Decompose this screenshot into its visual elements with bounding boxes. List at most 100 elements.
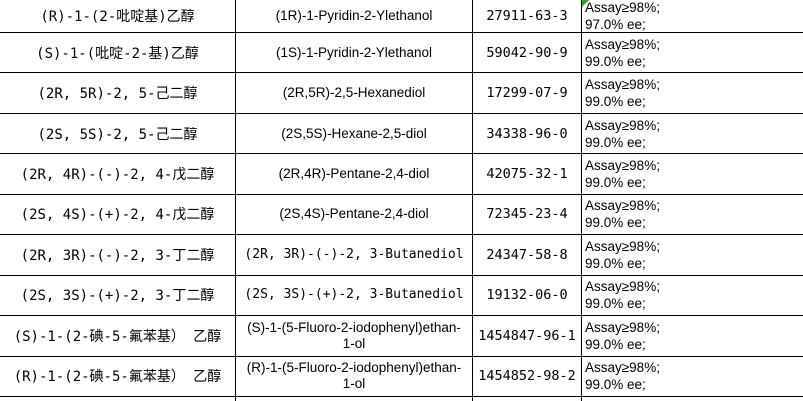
chinese-name-cell[interactable]: (R)-1-(2-吡啶基)乙醇	[0, 0, 236, 32]
table-row: (S)-1-(2-碘-5-氟苯基） 乙醇 (S)-1-(5-Fluoro-2-i…	[0, 316, 803, 357]
assay-spec-cell[interactable]: Assay≥98%; 99.0% ee;	[582, 114, 803, 153]
partial-next-row	[0, 396, 803, 401]
ee-line: 99.0% ee;	[585, 336, 646, 352]
assay-spec: Assay≥98%; 99.0% ee;	[582, 157, 660, 191]
assay-spec-cell[interactable]: Assay≥98%; 97.0% ee;	[582, 0, 803, 32]
chinese-name-cell[interactable]: (2R, 3R)-(-)-2, 3-丁二醇	[0, 235, 236, 275]
assay-spec: Assay≥98%; 99.0% ee;	[582, 76, 660, 110]
assay-spec: Assay≥98%; 99.0% ee;	[582, 238, 660, 272]
assay-spec: Assay≥98%; 99.0% ee;	[582, 278, 660, 312]
english-name-cell[interactable]: (2S, 3S)-(+)-2, 3-Butanediol	[236, 275, 473, 316]
english-name: (S)-1-(5-Fluoro-2-iodophenyl)ethan-1-ol	[247, 319, 461, 351]
english-name: (1R)-1-Pyridin-2-Ylethanol	[275, 8, 433, 23]
cas-number-cell[interactable]: 24347-58-8	[473, 235, 582, 275]
cas-number-cell[interactable]: 1454852-98-2	[473, 356, 582, 396]
assay-line: Assay≥98%;	[585, 36, 660, 52]
cas-number-cell[interactable]: 59042-90-9	[473, 33, 582, 73]
english-name-cell[interactable]: (R)-1-(5-Fluoro-2-iodophenyl)ethan-1-ol	[236, 356, 473, 396]
error-indicator-icon	[582, 0, 589, 7]
english-name-cell[interactable]: (2R,5R)-2,5-Hexanediol	[236, 73, 473, 113]
assay-spec-cell[interactable]: Assay≥98%; 99.0% ee;	[582, 235, 803, 274]
assay-line: Assay≥98%;	[585, 198, 660, 214]
chinese-name-cell[interactable]	[0, 396, 236, 401]
english-name-cell[interactable]: (2R, 3R)-(-)-2, 3-Butanediol	[236, 235, 473, 275]
cas-number: 34338-96-0	[486, 125, 568, 142]
ee-line: 99.0% ee;	[585, 215, 646, 231]
assay-spec: Assay≥98%; 97.0% ee;	[582, 0, 660, 32]
cas-number-cell[interactable]: 19132-06-0	[473, 275, 582, 316]
chinese-name: (2R, 5R)-2, 5-己二醇	[37, 86, 198, 103]
chinese-name-cell[interactable]: (2S, 4S)-(+)-2, 4-戊二醇	[0, 194, 236, 235]
cas-number-cell[interactable]: 72345-23-4	[473, 194, 582, 235]
english-name: (2S,5S)-Hexane-2,5-diol	[281, 125, 427, 141]
cas-number-cell[interactable]: 17299-07-9	[473, 73, 582, 113]
english-name-cell[interactable]: (2S,5S)-Hexane-2,5-diol	[236, 113, 473, 154]
cas-number: 1454852-98-2	[478, 368, 576, 385]
assay-spec-cell[interactable]	[582, 397, 803, 401]
assay-spec-cell[interactable]: Assay≥98%; 99.0% ee;	[582, 195, 803, 234]
chinese-name: (S)-1-(吡啶-2-基)乙醇	[36, 45, 199, 62]
cas-number-cell[interactable]	[473, 396, 582, 401]
assay-line: Assay≥98%;	[585, 360, 660, 376]
chinese-name: (2S, 4S)-(+)-2, 4-戊二醇	[20, 207, 215, 224]
table-row: (2S, 3S)-(+)-2, 3-丁二醇 (2S, 3S)-(+)-2, 3-…	[0, 275, 803, 317]
cas-number: 72345-23-4	[486, 206, 568, 223]
cas-number-cell[interactable]: 1454847-96-1	[473, 316, 582, 356]
english-name-cell[interactable]: (1S)-1-Pyridin-2-Ylethanol	[236, 33, 473, 73]
english-name-cell[interactable]	[236, 396, 473, 401]
assay-spec-cell[interactable]: Assay≥98%; 99.0% ee;	[582, 73, 803, 112]
assay-line: Assay≥98%;	[585, 158, 660, 174]
cas-number: 17299-07-9	[486, 85, 568, 102]
table-row: (R)-1-(2-碘-5-氟苯基） 乙醇 (R)-1-(5-Fluoro-2-i…	[0, 356, 803, 397]
assay-line: Assay≥98%;	[585, 0, 660, 15]
english-name: (2R,5R)-2,5-Hexanediol	[282, 85, 426, 101]
english-name-cell[interactable]: (2S,4S)-Pentane-2,4-diol	[236, 194, 473, 235]
cas-number-cell[interactable]: 42075-32-1	[473, 154, 582, 194]
english-name: (2S, 3S)-(+)-2, 3-Butanediol	[244, 287, 464, 303]
chinese-name-cell[interactable]: (S)-1-(吡啶-2-基)乙醇	[0, 33, 236, 73]
ee-line: 99.0% ee;	[585, 377, 646, 393]
english-name-cell[interactable]: (1R)-1-Pyridin-2-Ylethanol	[236, 0, 473, 32]
table-row: (2R, 5R)-2, 5-己二醇 (2R,5R)-2,5-Hexanediol…	[0, 73, 803, 114]
ee-line: 99.0% ee;	[585, 134, 646, 150]
chinese-name-cell[interactable]: (S)-1-(2-碘-5-氟苯基） 乙醇	[0, 316, 236, 356]
assay-spec-cell[interactable]: Assay≥98%; 99.0% ee;	[582, 316, 803, 355]
table-row: (2R, 3R)-(-)-2, 3-丁二醇 (2R, 3R)-(-)-2, 3-…	[0, 235, 803, 276]
assay-spec-cell[interactable]: Assay≥98%; 99.0% ee;	[582, 276, 803, 315]
ee-line: 97.0% ee;	[585, 17, 646, 32]
chinese-name: (2S, 5S)-2, 5-己二醇	[37, 126, 198, 143]
assay-spec: Assay≥98%; 99.0% ee;	[582, 117, 660, 151]
table-row: (S)-1-(吡啶-2-基)乙醇 (1S)-1-Pyridin-2-Yletha…	[0, 33, 803, 74]
cas-number: 42075-32-1	[486, 166, 568, 183]
cas-number: 1454847-96-1	[478, 327, 576, 344]
cas-number: 24347-58-8	[486, 246, 568, 263]
assay-line: Assay≥98%;	[585, 77, 660, 93]
cas-number-cell[interactable]: 27911-63-3	[473, 0, 582, 32]
cas-number: 27911-63-3	[486, 8, 568, 24]
chinese-name-cell[interactable]: (2S, 5S)-2, 5-己二醇	[0, 113, 236, 154]
cas-number-cell[interactable]: 34338-96-0	[473, 113, 582, 154]
chinese-name-cell[interactable]: (2R, 4R)-(-)-2, 4-戊二醇	[0, 154, 236, 194]
assay-spec-cell[interactable]: Assay≥98%; 99.0% ee;	[582, 357, 803, 396]
ee-line: 99.0% ee;	[585, 94, 646, 110]
chinese-name: (R)-1-(2-碘-5-氟苯基） 乙醇	[13, 369, 222, 386]
table-row: (2R, 4R)-(-)-2, 4-戊二醇 (2R,4R)-Pentane-2,…	[0, 154, 803, 195]
ee-line: 99.0% ee;	[585, 175, 646, 191]
english-name-cell[interactable]: (2R,4R)-Pentane-2,4-diol	[236, 154, 473, 194]
chinese-name-cell[interactable]: (R)-1-(2-碘-5-氟苯基） 乙醇	[0, 356, 236, 396]
chinese-name-cell[interactable]: (2R, 5R)-2, 5-己二醇	[0, 73, 236, 113]
english-name: (R)-1-(5-Fluoro-2-iodophenyl)ethan-1-ol	[246, 360, 462, 392]
chinese-name: (2R, 3R)-(-)-2, 3-丁二醇	[20, 247, 215, 264]
english-name: (2R,4R)-Pentane-2,4-diol	[278, 166, 430, 182]
assay-spec-cell[interactable]: Assay≥98%; 99.0% ee;	[582, 33, 803, 72]
chinese-name-cell[interactable]: (2S, 3S)-(+)-2, 3-丁二醇	[0, 275, 236, 316]
chinese-name: (R)-1-(2-吡啶基)乙醇	[40, 9, 195, 25]
ee-line: 99.0% ee;	[585, 53, 646, 69]
english-name: (1S)-1-Pyridin-2-Ylethanol	[275, 44, 433, 60]
cas-number: 19132-06-0	[486, 287, 568, 304]
english-name-cell[interactable]: (S)-1-(5-Fluoro-2-iodophenyl)ethan-1-ol	[236, 316, 473, 356]
assay-spec-cell[interactable]: Assay≥98%; 99.0% ee;	[582, 154, 803, 193]
chinese-name: (2S, 3S)-(+)-2, 3-丁二醇	[20, 288, 215, 305]
